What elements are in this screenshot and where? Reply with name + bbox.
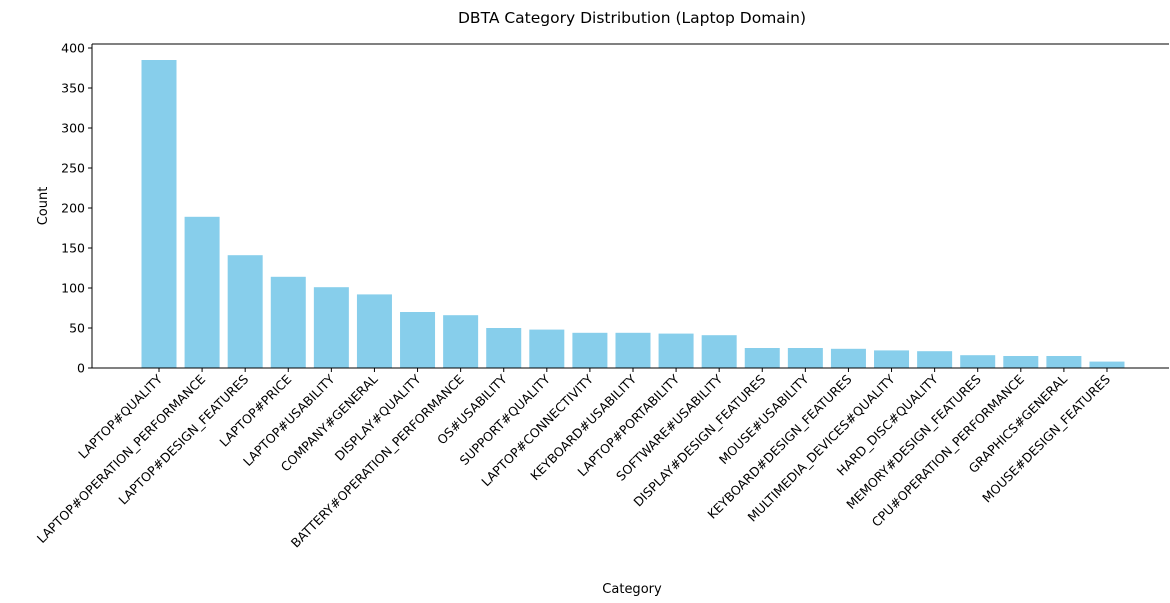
bar	[1046, 356, 1082, 368]
bar	[917, 351, 953, 368]
bar	[874, 350, 910, 368]
bar	[701, 335, 737, 368]
chart-title: DBTA Category Distribution (Laptop Domai…	[458, 9, 806, 27]
x-tick-label: LAPTOP#OPERATION_PERFORMANCE	[34, 371, 209, 546]
y-tick-label: 0	[77, 361, 85, 376]
bar	[443, 315, 479, 368]
x-tick-label: CPU#OPERATION_PERFORMANCE	[869, 371, 1027, 529]
bar	[572, 332, 608, 368]
bar	[529, 329, 565, 368]
y-tick-label: 50	[69, 321, 85, 336]
bar	[356, 294, 392, 368]
y-tick-label: 100	[61, 281, 85, 296]
bar	[400, 312, 436, 368]
bar	[184, 216, 220, 368]
bar	[787, 348, 823, 368]
bar	[486, 328, 522, 368]
y-tick-label: 250	[61, 161, 85, 176]
y-axis-label: Count	[36, 187, 51, 226]
bar	[615, 332, 651, 368]
bar	[227, 255, 263, 368]
y-tick-label: 300	[61, 121, 85, 136]
bar	[313, 287, 349, 368]
x-axis-label: Category	[602, 582, 662, 597]
y-tick-label: 200	[61, 201, 85, 216]
y-tick-label: 350	[61, 81, 85, 96]
bar	[141, 60, 177, 368]
bar	[1089, 361, 1125, 368]
bar	[270, 276, 306, 368]
bar	[744, 348, 780, 368]
bar	[1003, 356, 1039, 368]
y-tick-label: 150	[61, 241, 85, 256]
y-tick-label: 400	[61, 41, 85, 56]
bar	[960, 355, 996, 368]
bar	[658, 333, 694, 368]
bar	[830, 348, 866, 368]
